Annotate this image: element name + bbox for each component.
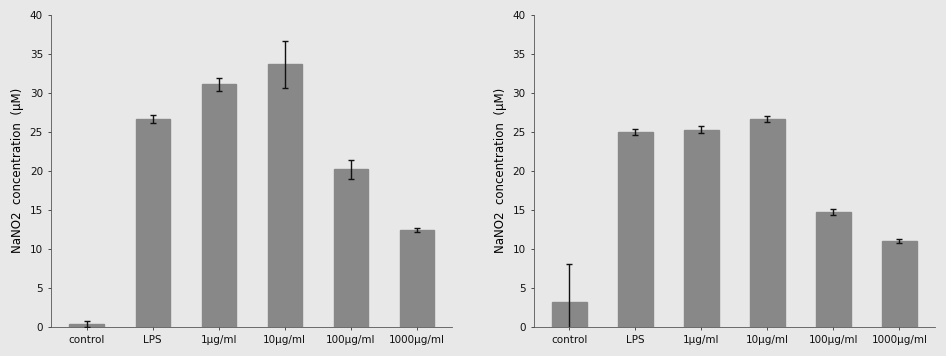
- Bar: [69, 324, 104, 326]
- Bar: [750, 119, 784, 326]
- Bar: [883, 241, 917, 326]
- Bar: [399, 230, 434, 326]
- Bar: [552, 302, 587, 326]
- Bar: [619, 132, 653, 326]
- Y-axis label: NaNO2  concentration  (μM): NaNO2 concentration (μM): [494, 88, 507, 253]
- Bar: [816, 212, 850, 326]
- Bar: [201, 84, 236, 326]
- Bar: [268, 64, 302, 326]
- Y-axis label: NaNO2  concentration  (μM): NaNO2 concentration (μM): [11, 88, 24, 253]
- Bar: [684, 130, 719, 326]
- Bar: [334, 169, 368, 326]
- Bar: [135, 119, 170, 326]
